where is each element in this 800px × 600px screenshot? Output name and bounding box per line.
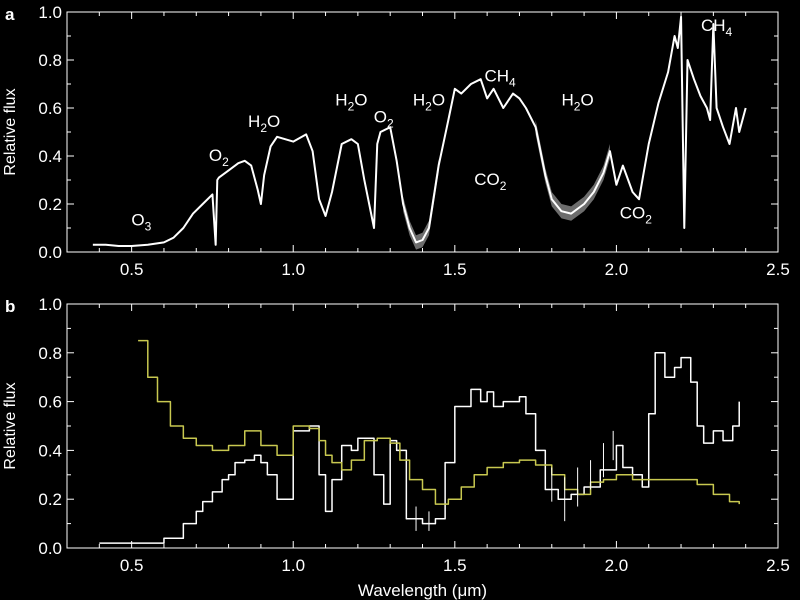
molecule-label: H2O — [248, 112, 280, 135]
observed-spectrum-line — [92, 15, 747, 247]
molecule-label-base: H — [335, 91, 347, 110]
y-tick-label: 0.2 — [38, 490, 62, 509]
y-tick-label: 0.8 — [38, 344, 62, 363]
panel-a: a 0.5 1.0 1.5 2.0 2.5 0.0 0.2 0.4 0.6 0.8 1.0 Relati… — [2, 3, 790, 279]
model-spectrum-line — [138, 339, 740, 505]
y-tick-label: 0.4 — [38, 441, 62, 460]
molecule-label: CO2 — [474, 170, 506, 193]
y-tick-label: 0.4 — [38, 147, 62, 166]
molecule-label-base: H — [413, 91, 425, 110]
x-tick-label: 0.5 — [120, 260, 144, 279]
molecule-label-base: CH — [701, 16, 726, 35]
y-tick-label: 0.8 — [38, 51, 62, 70]
y-axis-label: Relative flux — [2, 382, 19, 469]
molecule-label-base: CO — [474, 170, 500, 189]
x-tick-label: 1.5 — [443, 260, 467, 279]
y-tick-label: 0.2 — [38, 195, 62, 214]
molecule-label-base: H — [248, 112, 260, 131]
molecule-label-tail: O — [267, 112, 280, 131]
molecule-label-subscript: 2 — [387, 116, 394, 130]
molecule-label-base: O — [374, 107, 387, 126]
molecule-label-subscript: 2 — [574, 100, 581, 114]
x-tick-label: 2.0 — [605, 260, 629, 279]
observed-spectrum-line — [99, 352, 740, 544]
molecule-label-tail: O — [580, 91, 593, 110]
molecule-label: H2O — [562, 91, 594, 114]
molecule-label: O3 — [131, 211, 151, 234]
y-axis-label: Relative flux — [2, 88, 19, 175]
molecule-label-base: H — [562, 91, 574, 110]
x-tick-label: 2.0 — [605, 556, 629, 575]
molecule-label-base: O — [209, 146, 222, 165]
molecule-label-tail: O — [354, 91, 367, 110]
y-tick-label: 0.0 — [38, 539, 62, 558]
molecule-label: CH4 — [701, 16, 733, 39]
x-tick-label: 0.5 — [120, 556, 144, 575]
x-tick-label: 2.5 — [766, 260, 790, 279]
molecule-label: CO2 — [620, 203, 653, 226]
molecule-label-tail: O — [432, 91, 445, 110]
y-tick-label: 1.0 — [38, 295, 62, 314]
x-tick-label: 1.5 — [443, 556, 467, 575]
panel-label: b — [5, 297, 15, 316]
x-tick-label: 2.5 — [766, 556, 790, 575]
molecule-label-base: CO — [620, 203, 646, 222]
molecule-label-base: O — [131, 211, 144, 230]
molecule-label-subscript: 2 — [500, 179, 507, 193]
uncertainty-band — [535, 120, 610, 221]
molecule-label-subscript: 2 — [425, 100, 432, 114]
x-tick-label: 1.0 — [281, 260, 305, 279]
y-tick-label: 0.6 — [38, 393, 62, 412]
panel-b: b 0.5 1.0 1.5 2.0 2.5 0.0 0.2 0.4 0.6 0.8 1.0 Relati… — [2, 295, 790, 600]
x-tick-label: 1.0 — [281, 556, 305, 575]
y-tick-label: 0.6 — [38, 99, 62, 118]
molecule-label-subscript: 2 — [348, 100, 355, 114]
molecule-label-subscript: 4 — [726, 25, 733, 39]
molecule-label: H2O — [335, 91, 367, 114]
molecule-label-subscript: 2 — [222, 155, 229, 169]
molecule-label-base: CH — [484, 67, 509, 86]
molecule-label: O2 — [209, 146, 229, 169]
molecule-label: H2O — [413, 91, 445, 114]
molecule-label: O2 — [374, 107, 394, 130]
molecule-label-subscript: 4 — [509, 76, 516, 90]
plot-frame — [66, 11, 779, 253]
x-axis-label: Wavelength (μm) — [358, 581, 487, 600]
molecule-label-subscript: 3 — [145, 220, 152, 234]
molecule-label-subscript: 2 — [260, 121, 267, 135]
y-tick-label: 0.0 — [38, 243, 62, 262]
y-tick-label: 1.0 — [38, 3, 62, 22]
molecule-label-subscript: 2 — [645, 212, 652, 226]
panel-label: a — [5, 5, 15, 24]
molecule-label: CH4 — [484, 67, 516, 90]
